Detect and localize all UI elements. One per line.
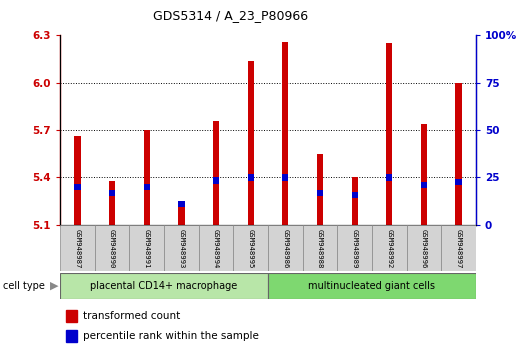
Bar <box>372 225 407 271</box>
Text: GSM948989: GSM948989 <box>351 229 358 268</box>
Bar <box>60 273 268 299</box>
Bar <box>109 190 115 196</box>
Bar <box>303 225 337 271</box>
Bar <box>421 124 427 225</box>
Bar <box>178 201 185 207</box>
Bar <box>178 206 185 225</box>
Bar <box>60 225 95 271</box>
Bar <box>268 273 476 299</box>
Text: GSM948993: GSM948993 <box>178 229 185 268</box>
Text: multinucleated giant cells: multinucleated giant cells <box>309 281 436 291</box>
Bar <box>317 154 323 225</box>
Bar <box>74 136 81 225</box>
Text: GSM948988: GSM948988 <box>317 229 323 268</box>
Bar <box>337 225 372 271</box>
Bar <box>282 42 289 225</box>
Text: GDS5314 / A_23_P80966: GDS5314 / A_23_P80966 <box>153 9 308 22</box>
Bar <box>351 177 358 225</box>
Bar <box>66 330 77 342</box>
Text: cell type: cell type <box>3 281 44 291</box>
Bar <box>144 130 150 225</box>
Text: transformed count: transformed count <box>83 311 180 321</box>
Text: GSM948991: GSM948991 <box>144 229 150 268</box>
Bar <box>213 121 219 225</box>
Text: GSM948996: GSM948996 <box>421 229 427 268</box>
Text: GSM948986: GSM948986 <box>282 229 288 268</box>
Bar <box>109 181 115 225</box>
Bar <box>456 179 462 185</box>
Bar <box>247 61 254 225</box>
Text: ▶: ▶ <box>50 281 58 291</box>
Bar <box>386 174 392 181</box>
Bar <box>441 225 476 271</box>
Bar <box>351 192 358 198</box>
Text: GSM948987: GSM948987 <box>74 229 81 268</box>
Bar <box>268 225 303 271</box>
Bar <box>247 174 254 181</box>
Bar <box>421 182 427 188</box>
Bar <box>386 43 392 225</box>
Text: GSM948990: GSM948990 <box>109 229 115 268</box>
Bar <box>233 225 268 271</box>
Bar <box>282 174 289 181</box>
Text: placental CD14+ macrophage: placental CD14+ macrophage <box>90 281 238 291</box>
Text: GSM948995: GSM948995 <box>248 229 254 268</box>
Bar <box>317 190 323 196</box>
Bar <box>164 225 199 271</box>
Bar <box>129 225 164 271</box>
Bar <box>66 310 77 322</box>
Bar <box>213 177 219 184</box>
Text: GSM948992: GSM948992 <box>386 229 392 268</box>
Bar <box>407 225 441 271</box>
Bar <box>199 225 233 271</box>
Text: GSM948994: GSM948994 <box>213 229 219 268</box>
Bar <box>74 184 81 190</box>
Bar <box>144 184 150 190</box>
Bar <box>95 225 129 271</box>
Text: GSM948997: GSM948997 <box>456 229 462 268</box>
Bar <box>456 83 462 225</box>
Text: percentile rank within the sample: percentile rank within the sample <box>83 331 259 341</box>
